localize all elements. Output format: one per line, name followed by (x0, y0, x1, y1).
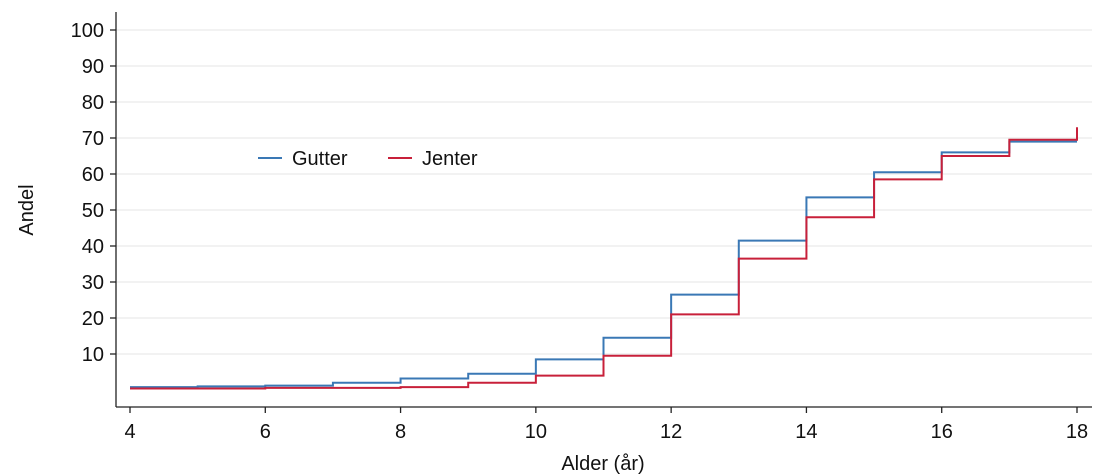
x-tick-label: 8 (395, 421, 406, 443)
y-axis-title: Andel (16, 184, 38, 235)
y-tick-label: 80 (82, 92, 104, 114)
legend-label-jenter: Jenter (422, 148, 478, 170)
x-tick-label: 18 (1066, 421, 1088, 443)
y-tick-label: 40 (82, 236, 104, 258)
legend-label-gutter: Gutter (292, 148, 348, 170)
grid (116, 29, 1092, 355)
series-line-jenter (130, 127, 1078, 390)
x-axis-title: Alder (år) (561, 453, 644, 475)
y-tick-label: 20 (82, 308, 104, 330)
y-tick-label: 70 (82, 128, 104, 150)
y-tick-label: 10 (82, 344, 104, 366)
y-tick-label: 100 (71, 20, 104, 42)
series-line-gutter (130, 140, 1077, 389)
y-tick-label: 30 (82, 272, 104, 294)
x-tick-label: 12 (660, 421, 682, 443)
x-tick-label: 10 (525, 421, 547, 443)
y-tick-label: 50 (82, 200, 104, 222)
x-tick-label: 16 (931, 421, 953, 443)
x-tick-label: 6 (260, 421, 271, 443)
ticks: 10 20 30 40 50 60 70 80 90 100 4 6 8 10 12 14 16 18 (71, 20, 1089, 443)
series (130, 127, 1078, 390)
y-tick-label: 60 (82, 164, 104, 186)
y-tick-label: 90 (82, 56, 104, 78)
legend: Gutter Jenter (258, 148, 478, 170)
x-tick-label: 14 (795, 421, 817, 443)
x-tick-label: 4 (124, 421, 135, 443)
